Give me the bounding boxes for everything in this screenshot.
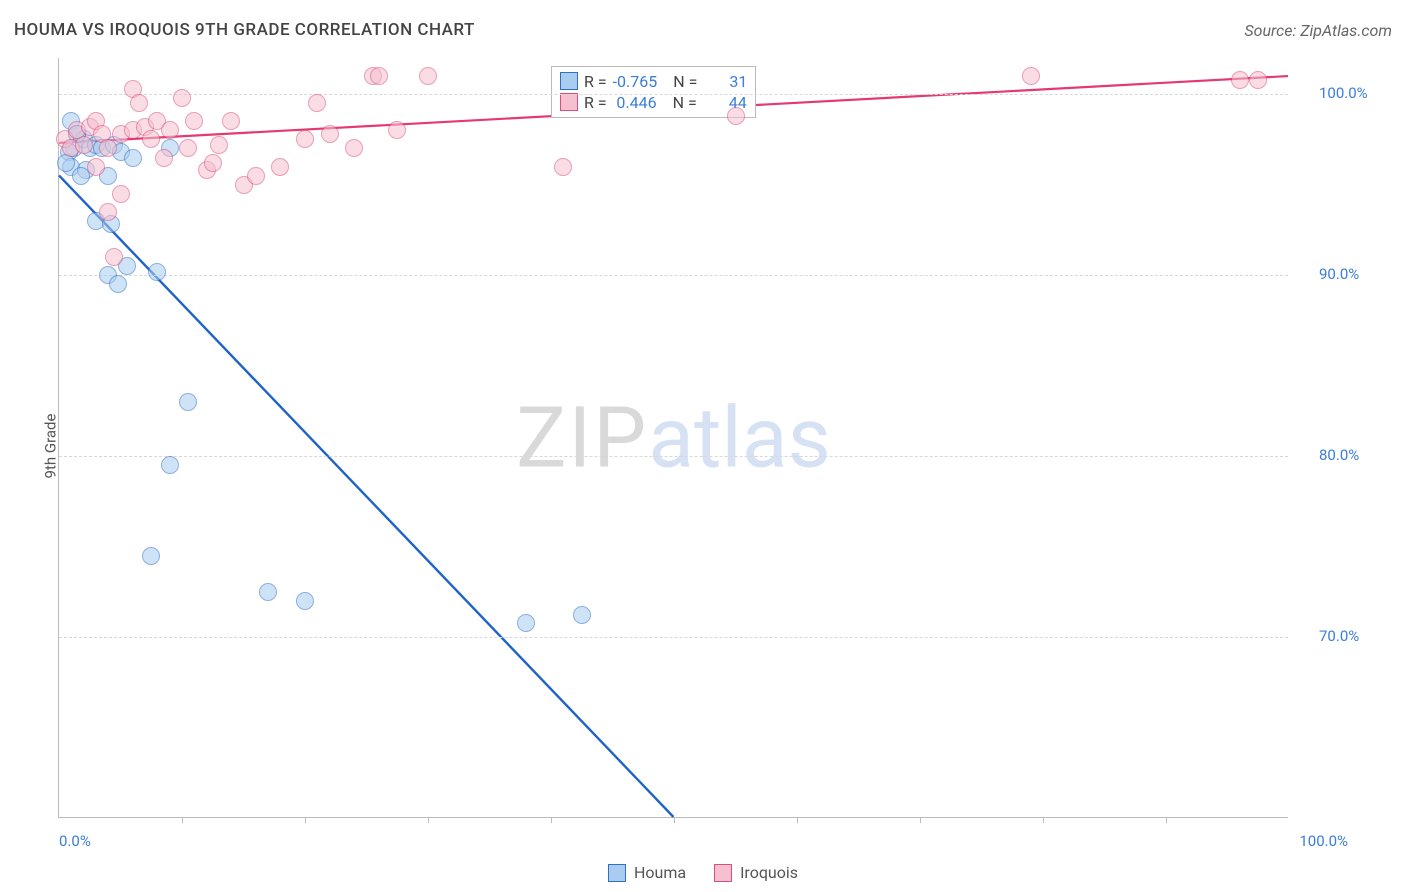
data-point bbox=[727, 107, 745, 125]
grid-line bbox=[59, 94, 1288, 95]
legend-swatch bbox=[560, 93, 578, 111]
legend-label: Houma bbox=[634, 863, 686, 882]
data-point bbox=[142, 547, 160, 565]
legend-swatch bbox=[560, 72, 578, 90]
data-point bbox=[161, 121, 179, 139]
data-point bbox=[573, 606, 591, 624]
source-label: Source: ZipAtlas.com bbox=[1244, 21, 1392, 40]
stats-r-label: R = bbox=[584, 72, 607, 91]
x-tick bbox=[182, 817, 183, 823]
data-point bbox=[259, 583, 277, 601]
trend-lines bbox=[59, 58, 1288, 817]
data-point bbox=[296, 130, 314, 148]
data-point bbox=[130, 94, 148, 112]
data-point bbox=[517, 614, 535, 632]
data-point bbox=[388, 121, 406, 139]
grid-line bbox=[59, 637, 1288, 638]
data-point bbox=[345, 139, 363, 157]
data-point bbox=[185, 112, 203, 130]
plot-area: ZIPatlas R =-0.765N =31R =0.446N =44 70.… bbox=[58, 58, 1288, 818]
legend-item: Iroquois bbox=[714, 863, 798, 882]
x-tick bbox=[1043, 817, 1044, 823]
stats-r-label: R = bbox=[584, 93, 607, 112]
data-point bbox=[210, 136, 228, 154]
stats-row: R = -0.765 N = 31 bbox=[560, 71, 747, 92]
watermark: ZIPatlas bbox=[516, 388, 831, 487]
watermark-part2: atlas bbox=[648, 388, 831, 487]
data-point bbox=[321, 125, 339, 143]
x-tick bbox=[428, 817, 429, 823]
data-point bbox=[87, 158, 105, 176]
legend-swatch bbox=[608, 864, 626, 882]
chart-title: HOUMA VS IROQUOIS 9TH GRADE CORRELATION … bbox=[14, 20, 475, 40]
stats-r-value: 0.446 bbox=[613, 93, 657, 112]
data-point bbox=[99, 203, 117, 221]
grid-line bbox=[59, 456, 1288, 457]
stats-n-label: N = bbox=[673, 72, 697, 91]
y-tick-label: 80.0% bbox=[1319, 446, 1359, 464]
legend-label: Iroquois bbox=[740, 863, 798, 882]
data-point bbox=[271, 158, 289, 176]
y-tick-label: 90.0% bbox=[1319, 265, 1359, 283]
data-point bbox=[99, 139, 117, 157]
data-point bbox=[204, 154, 222, 172]
data-point bbox=[109, 275, 127, 293]
data-point bbox=[1249, 71, 1267, 89]
x-tick bbox=[1166, 817, 1167, 823]
x-tick bbox=[920, 817, 921, 823]
stats-n-value: 31 bbox=[703, 72, 747, 91]
x-tick bbox=[305, 817, 306, 823]
x-tick bbox=[551, 817, 552, 823]
x-left-label: 0.0% bbox=[59, 832, 91, 850]
x-right-label: 100.0% bbox=[1299, 832, 1348, 850]
stats-box: R =-0.765N =31R =0.446N =44 bbox=[551, 66, 756, 118]
chart-header: HOUMA VS IROQUOIS 9TH GRADE CORRELATION … bbox=[14, 20, 1392, 40]
legend-swatch bbox=[714, 864, 732, 882]
data-point bbox=[155, 149, 173, 167]
data-point bbox=[308, 94, 326, 112]
grid-line bbox=[59, 275, 1288, 276]
y-tick-label: 70.0% bbox=[1319, 627, 1359, 645]
data-point bbox=[148, 263, 166, 281]
x-tick bbox=[674, 817, 675, 823]
data-point bbox=[142, 130, 160, 148]
data-point bbox=[105, 248, 123, 266]
y-tick-label: 100.0% bbox=[1319, 84, 1368, 102]
x-tick bbox=[797, 817, 798, 823]
data-point bbox=[173, 89, 191, 107]
data-point bbox=[161, 456, 179, 474]
data-point bbox=[222, 112, 240, 130]
legend-item: Houma bbox=[608, 863, 686, 882]
legend: Houma Iroquois bbox=[608, 863, 798, 882]
data-point bbox=[1022, 67, 1040, 85]
stats-n-label: N = bbox=[673, 93, 697, 112]
data-point bbox=[179, 393, 197, 411]
data-point bbox=[179, 139, 197, 157]
data-point bbox=[554, 158, 572, 176]
watermark-part1: ZIP bbox=[516, 388, 648, 487]
y-axis-label: 9th Grade bbox=[41, 414, 59, 479]
data-point bbox=[124, 149, 142, 167]
data-point bbox=[419, 67, 437, 85]
data-point bbox=[296, 592, 314, 610]
data-point bbox=[112, 185, 130, 203]
data-point bbox=[370, 67, 388, 85]
stats-r-value: -0.765 bbox=[613, 72, 658, 91]
data-point bbox=[247, 167, 265, 185]
data-point bbox=[1231, 71, 1249, 89]
